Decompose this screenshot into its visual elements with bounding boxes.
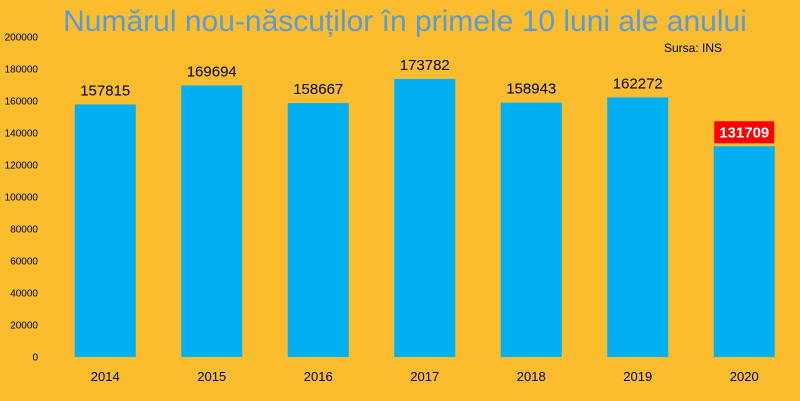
data-label: 173782 <box>400 57 450 74</box>
data-label: 158943 <box>506 81 556 98</box>
x-tick-label: 2020 <box>730 369 759 384</box>
data-labels: 157815 169694 158667 173782 158943 162272 1317… <box>80 57 775 144</box>
y-tick-label: 200000 <box>5 33 39 44</box>
x-tick-label: 2018 <box>517 369 546 384</box>
highlight-label-box <box>714 121 775 144</box>
chart-title: Numărul nou-născuților în primele 10 lun… <box>63 5 747 38</box>
y-tick-label: 80000 <box>10 225 38 236</box>
y-tick-label: 0 <box>32 353 38 364</box>
data-label: 169694 <box>187 63 237 80</box>
x-axis: 2014 2015 2016 2017 2018 2019 2020 <box>91 369 759 384</box>
bar-2017 <box>394 78 456 358</box>
bar-2018 <box>500 102 562 358</box>
source-label: Sursa: INS <box>664 41 722 55</box>
bar-2019 <box>607 97 669 357</box>
x-tick-label: 2014 <box>91 369 120 384</box>
x-tick-label: 2016 <box>304 369 333 384</box>
data-label: 157815 <box>80 82 130 99</box>
y-tick-label: 120000 <box>5 161 39 172</box>
y-tick-label: 20000 <box>10 321 38 332</box>
y-axis: 0 20000 40000 60000 80000 100000 120000 140000 1… <box>5 33 39 364</box>
data-label: 162272 <box>613 75 663 92</box>
bar-2015 <box>181 85 243 358</box>
y-tick-label: 40000 <box>10 289 38 300</box>
y-tick-label: 180000 <box>5 65 39 76</box>
y-tick-label: 60000 <box>10 257 38 268</box>
x-tick-label: 2017 <box>410 369 439 384</box>
bar-2020 <box>713 146 775 357</box>
x-tick-label: 2019 <box>623 369 652 384</box>
y-tick-label: 160000 <box>5 97 39 108</box>
y-tick-label: 140000 <box>5 129 39 140</box>
bars <box>74 78 775 358</box>
bar-2016 <box>287 103 349 357</box>
bar-2014 <box>74 104 136 357</box>
x-tick-label: 2015 <box>197 369 226 384</box>
data-label: 158667 <box>293 81 343 98</box>
y-tick-label: 100000 <box>5 193 39 204</box>
data-label: 131709 <box>719 124 769 141</box>
